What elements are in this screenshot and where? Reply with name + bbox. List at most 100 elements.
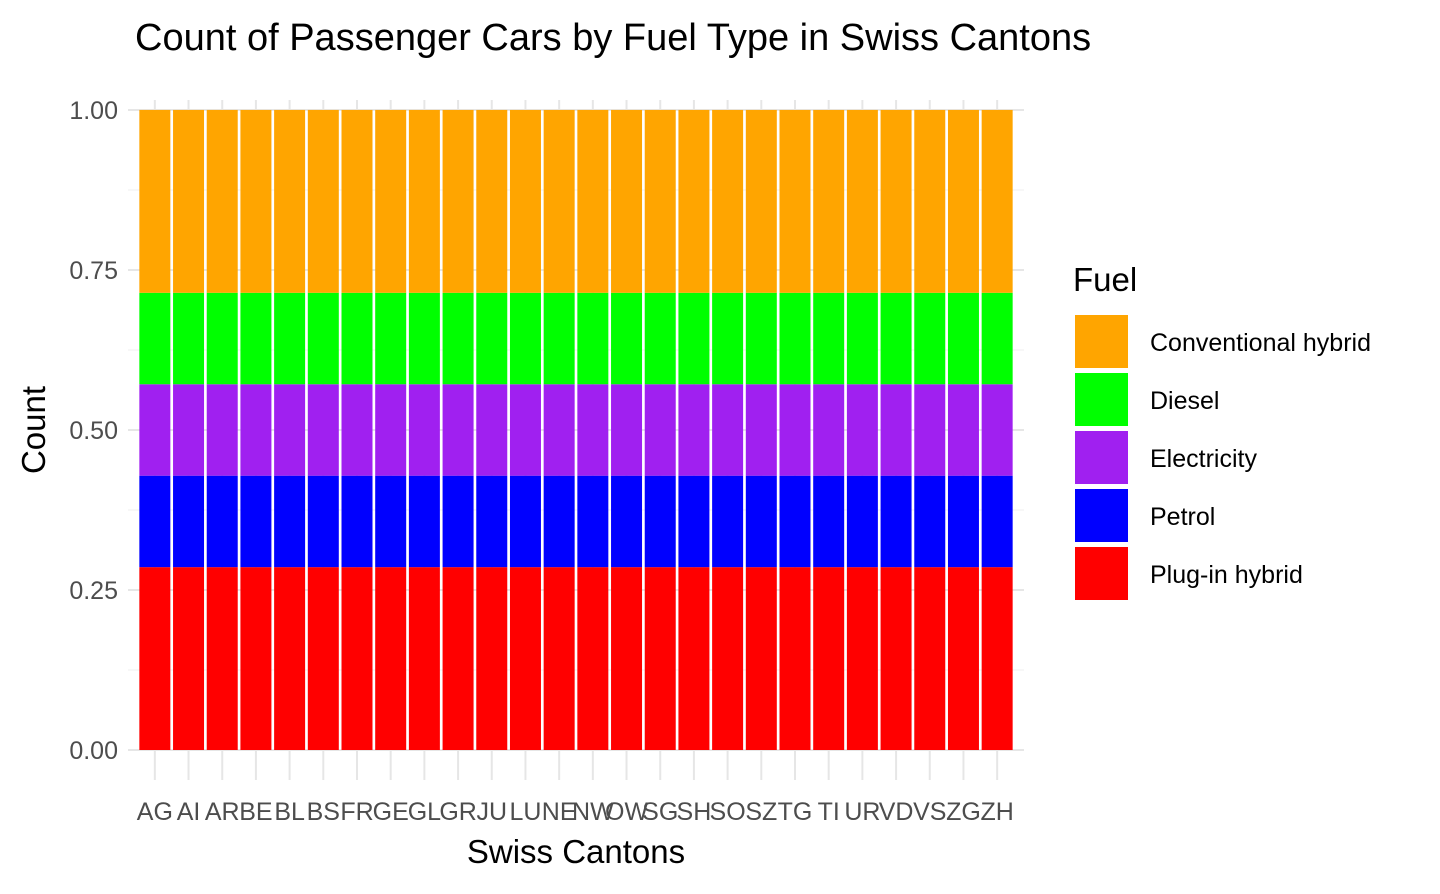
y-tick-label: 0.50: [69, 417, 118, 445]
x-tick-label: NE: [542, 798, 577, 826]
legend-label: Electricity: [1150, 445, 1257, 473]
bar-segment-AI-diesel: [173, 292, 205, 385]
bar-segment-OW-petrol: [611, 475, 643, 568]
bar-segment-SZ-electricity: [745, 384, 777, 476]
bar-segment-OW-conventional-hybrid: [611, 109, 643, 293]
bar-segment-VS-electricity: [914, 384, 946, 476]
bar-segment-SO-electricity: [712, 384, 744, 476]
bar-segment-TG-conventional-hybrid: [779, 109, 811, 293]
bar-segment-TG-diesel: [779, 292, 811, 385]
bar-segment-BS-petrol: [307, 475, 339, 568]
bars: [139, 109, 1013, 750]
bar-segment-AG-petrol: [139, 475, 171, 568]
bar-segment-GL-diesel: [408, 292, 440, 385]
bar-segment-SG-electricity: [644, 384, 676, 476]
x-tick-label: FR: [340, 798, 373, 826]
bar-segment-BE-petrol: [240, 475, 272, 568]
legend-label: Diesel: [1150, 387, 1219, 415]
x-tick-label: SZ: [745, 798, 777, 826]
bar-segment-UR-diesel: [846, 292, 878, 385]
x-tick-label: TG: [778, 798, 813, 826]
bar-segment-TI-petrol: [813, 475, 845, 568]
bar-segment-TI-plug-in-hybrid: [813, 567, 845, 750]
bar-segment-JU-diesel: [476, 292, 508, 385]
bar-segment-ZG-plug-in-hybrid: [947, 567, 979, 750]
bar-segment-TG-petrol: [779, 475, 811, 568]
bar-segment-UR-conventional-hybrid: [846, 109, 878, 293]
legend-title: Fuel: [1073, 261, 1137, 298]
bar-segment-ZH-conventional-hybrid: [981, 109, 1013, 293]
bar-segment-VS-conventional-hybrid: [914, 109, 946, 293]
bar-segment-SG-conventional-hybrid: [644, 109, 676, 293]
bar-segment-AI-petrol: [173, 475, 205, 568]
bar-segment-SO-conventional-hybrid: [712, 109, 744, 293]
x-tick-label: BL: [274, 798, 305, 826]
bar-segment-NE-diesel: [543, 292, 575, 385]
bar-segment-BS-electricity: [307, 384, 339, 476]
legend-swatch: [1075, 489, 1128, 542]
x-tick-label: BS: [307, 798, 340, 826]
bar-segment-NW-plug-in-hybrid: [577, 567, 609, 750]
bar-segment-GL-plug-in-hybrid: [408, 567, 440, 750]
bar-segment-BE-plug-in-hybrid: [240, 567, 272, 750]
bar-segment-SH-diesel: [678, 292, 710, 385]
bar-segment-GR-electricity: [442, 384, 474, 476]
x-tick-label: AR: [205, 798, 240, 826]
y-tick-label: 1.00: [69, 97, 118, 125]
bar-segment-SO-petrol: [712, 475, 744, 568]
bar-segment-TI-electricity: [813, 384, 845, 476]
x-tick-label: VD: [879, 798, 914, 826]
bar-segment-AG-diesel: [139, 292, 171, 385]
bar-segment-TI-diesel: [813, 292, 845, 385]
bar-segment-AG-plug-in-hybrid: [139, 567, 171, 750]
chart-title: Count of Passenger Cars by Fuel Type in …: [135, 17, 1091, 59]
bar-segment-SH-petrol: [678, 475, 710, 568]
bar-segment-UR-electricity: [846, 384, 878, 476]
bar-segment-BL-plug-in-hybrid: [274, 567, 306, 750]
bar-segment-GE-petrol: [375, 475, 407, 568]
bar-segment-SZ-diesel: [745, 292, 777, 385]
bar-segment-AR-plug-in-hybrid: [206, 567, 238, 750]
legend-label: Conventional hybrid: [1150, 329, 1371, 357]
bar-segment-GE-electricity: [375, 384, 407, 476]
bar-segment-OW-electricity: [611, 384, 643, 476]
legend-swatch: [1075, 315, 1128, 368]
y-axis-label: Count: [15, 386, 52, 474]
bar-segment-OW-plug-in-hybrid: [611, 567, 643, 750]
bar-segment-BE-conventional-hybrid: [240, 109, 272, 293]
bar-segment-AI-plug-in-hybrid: [173, 567, 205, 750]
bar-segment-FR-conventional-hybrid: [341, 109, 373, 293]
bar-segment-SZ-petrol: [745, 475, 777, 568]
x-tick-label: TI: [818, 798, 840, 826]
bar-segment-LU-conventional-hybrid: [509, 109, 541, 293]
bar-segment-AI-electricity: [173, 384, 205, 476]
x-tick-label: AG: [137, 798, 173, 826]
x-tick-label: ZG: [946, 798, 981, 826]
bar-segment-UR-plug-in-hybrid: [846, 567, 878, 750]
bar-segment-BS-diesel: [307, 292, 339, 385]
x-tick-label: AI: [177, 798, 201, 826]
bar-segment-BS-conventional-hybrid: [307, 109, 339, 293]
bar-segment-VD-plug-in-hybrid: [880, 567, 912, 750]
bar-segment-JU-electricity: [476, 384, 508, 476]
bar-segment-ZH-petrol: [981, 475, 1013, 568]
bar-segment-FR-petrol: [341, 475, 373, 568]
bar-segment-SO-plug-in-hybrid: [712, 567, 744, 750]
bar-segment-BL-electricity: [274, 384, 306, 476]
legend: Fuel Conventional hybrid Diesel Electricit…: [1073, 261, 1371, 600]
x-tick-label: UR: [844, 798, 880, 826]
x-tick-label: BE: [239, 798, 272, 826]
bar-segment-TI-conventional-hybrid: [813, 109, 845, 293]
bar-segment-BE-electricity: [240, 384, 272, 476]
bar-segment-GR-conventional-hybrid: [442, 109, 474, 293]
bar-segment-LU-electricity: [509, 384, 541, 476]
x-tick-label: GE: [373, 798, 409, 826]
y-tick-label: 0.00: [69, 737, 118, 765]
bar-segment-VD-conventional-hybrid: [880, 109, 912, 293]
bar-segment-SO-diesel: [712, 292, 744, 385]
x-tick-label: SO: [710, 798, 746, 826]
y-axis-ticks: 0.00 0.25 0.50 0.75 1.00: [69, 97, 118, 765]
x-tick-label: OW: [605, 798, 648, 826]
bar-segment-BL-diesel: [274, 292, 306, 385]
